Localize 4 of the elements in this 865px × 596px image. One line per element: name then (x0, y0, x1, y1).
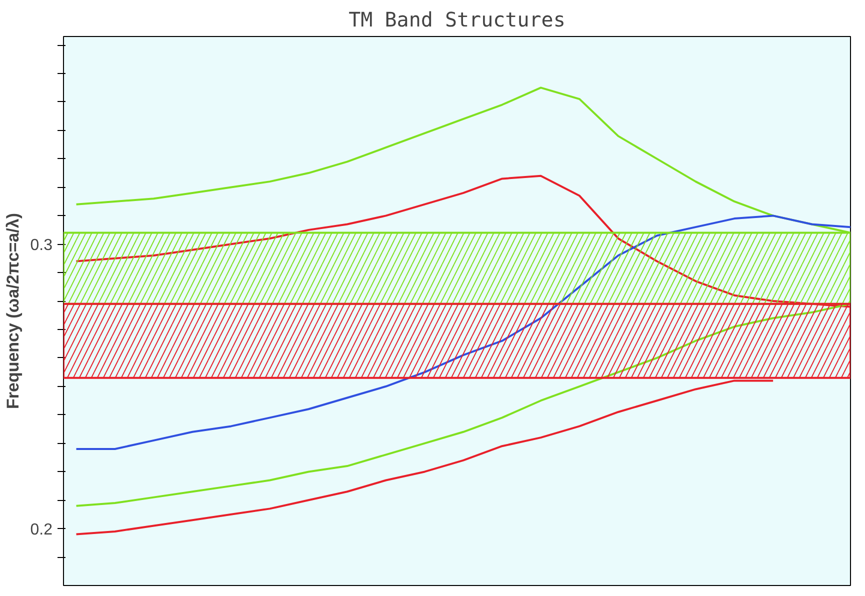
y-axis-title: Frequency (ωa/2πc=a/λ) (3, 212, 22, 410)
chart-title: TM Band Structures (348, 8, 566, 32)
y-tick-label: 0.2 (30, 522, 53, 539)
y-tick-label: 0.3 (30, 237, 53, 254)
